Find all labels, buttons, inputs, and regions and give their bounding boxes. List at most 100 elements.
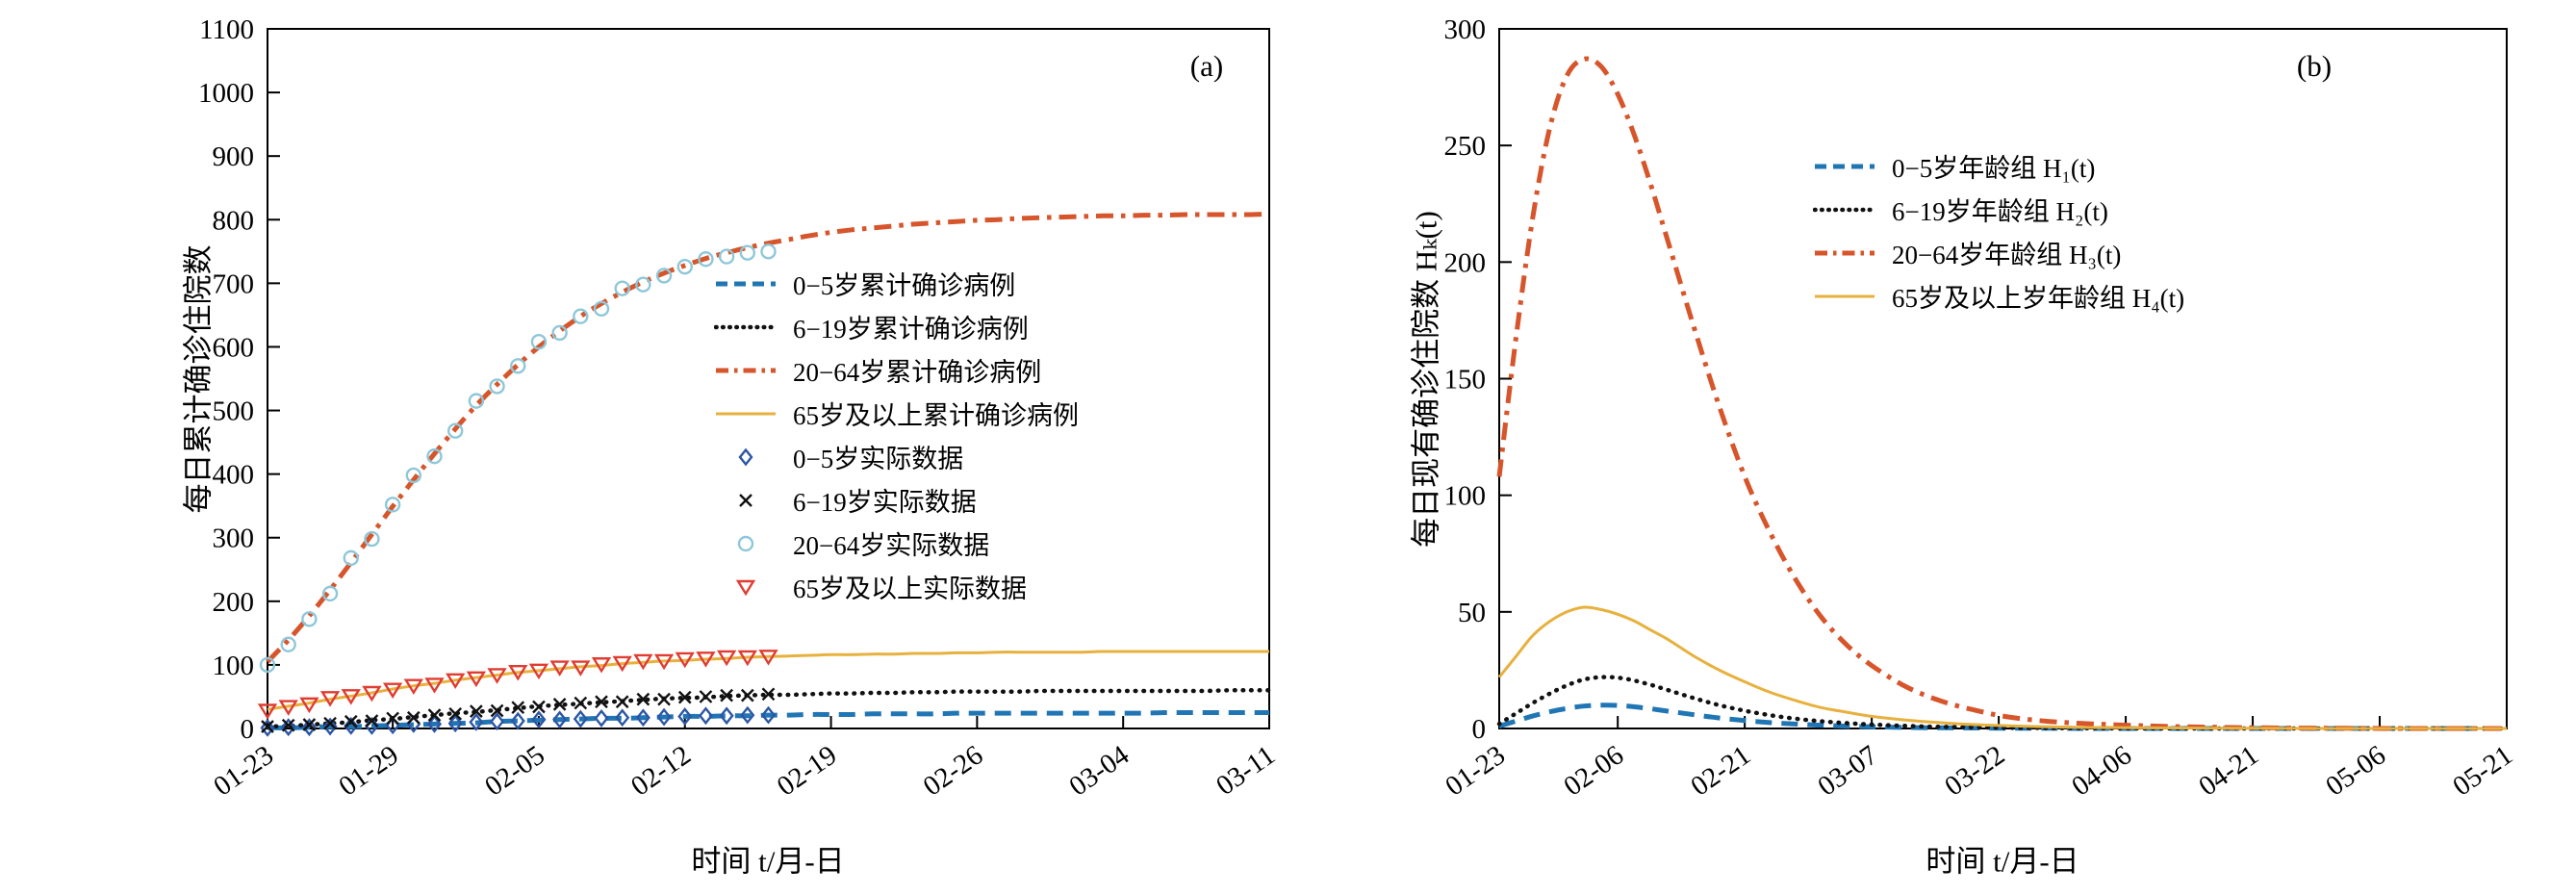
age-20-64-data-points [718, 248, 735, 265]
legend-item: 0−5岁累计确诊病例 [714, 262, 1079, 305]
age-20-64-data-points [510, 358, 526, 374]
legend-label: 20−64岁累计确诊病例 [793, 358, 1042, 387]
age-65plus-data-points [528, 663, 549, 680]
age-6-19-data-points [761, 687, 776, 702]
age-20-64-data-points [426, 447, 443, 465]
y-tick-label: 0 [1472, 714, 1487, 745]
panel-a-legend: 0−5岁累计确诊病例 6−19岁累计确诊病例 20−64岁累计确诊病例 65岁及以上累… [714, 262, 1079, 608]
age-65plus-data-points [696, 651, 716, 668]
legend-item: 6−19岁年龄组 H₂(t) [1813, 188, 2184, 231]
age-65plus-data-points [653, 653, 675, 671]
age-20-64-data-points [655, 268, 673, 284]
h4-age-65plus-line [1497, 605, 2507, 730]
age-6-19-data-points [595, 695, 608, 709]
legend-item: 20−64岁累计确诊病例 [714, 348, 1079, 392]
x-tick-label: 02-26 [918, 740, 989, 803]
x-tick-label: 01-29 [333, 740, 404, 803]
legend-line-sample [1815, 250, 1875, 255]
age-65plus-data-points [446, 673, 466, 690]
x-tick-label: 03-11 [1211, 740, 1281, 802]
legend-label: 65岁及以上累计确诊病例 [793, 401, 1079, 430]
panel-b-letter: (b) [2296, 49, 2333, 83]
panel-b-legend: 0−5岁年龄组 H₁(t) 6−19岁年龄组 H₂(t) 20−64岁年龄组 H₃(… [1813, 144, 2184, 318]
age-0-5-data-points [740, 705, 755, 725]
legend-label: 65岁及以上岁年龄组 H₄(t) [1892, 284, 2185, 313]
y-tick-label: 200 [1444, 247, 1487, 278]
y-tick-label: 100 [1444, 481, 1487, 512]
legend-marker-sample [737, 535, 754, 551]
age-65plus-data-points [341, 689, 361, 705]
x-tick-label: 01-23 [1440, 740, 1511, 803]
age-65plus-data-points [633, 653, 653, 671]
age-20-64-data-points [446, 422, 464, 439]
age-0-5-data-points [490, 712, 505, 731]
age-65plus-data-points [549, 660, 570, 677]
legend-item: 65岁及以上实际数据 [714, 565, 1079, 608]
age-0-5-data-points [260, 718, 275, 737]
age-20-64-data-points [468, 393, 485, 409]
age-6-19-data-points [427, 708, 442, 722]
age-6-19-data-points [490, 703, 504, 718]
y-tick-label: 800 [213, 205, 255, 236]
age-65plus-data-points [758, 650, 778, 666]
y-tick-label: 1100 [199, 14, 254, 45]
age-65plus-data-points [382, 682, 403, 699]
y-tick-label: 500 [213, 396, 255, 427]
age-65plus-data-points [362, 685, 382, 702]
age-20-64-data-points [384, 497, 401, 513]
age-6-19-data-points [511, 701, 525, 715]
age-20-64-cumulative-line [266, 211, 1270, 664]
age-0-5-data-points [344, 716, 359, 735]
age-6-19-data-points [261, 720, 274, 733]
legend-label: 0−5岁累计确诊病例 [793, 271, 1016, 300]
y-tick-label: 700 [213, 268, 255, 299]
x-tick-label: 03-07 [1812, 740, 1883, 803]
x-tick-label: 02-12 [625, 740, 697, 803]
legend-item: 20−64岁实际数据 [714, 522, 1079, 565]
age-0-5-cumulative-line [267, 709, 1269, 730]
age-20-64-data-points [530, 333, 548, 350]
age-6-19-data-points [699, 690, 713, 703]
age-6-19-data-points [657, 692, 671, 706]
legend-line-sample [716, 412, 776, 415]
age-0-5-data-points [760, 705, 777, 725]
age-20-64-data-points [635, 276, 651, 293]
age-6-19-data-points [386, 711, 399, 726]
age-6-19-data-points [406, 710, 421, 725]
legend-item: 65岁及以上累计确诊病例 [714, 392, 1079, 435]
legend-marker-sample [735, 579, 756, 596]
y-tick-label: 50 [1458, 598, 1486, 628]
age-6-19-data-points [574, 696, 588, 710]
y-tick-label: 200 [213, 587, 255, 618]
age-65plus-data-points [487, 668, 507, 684]
age-0-5-data-points [447, 714, 463, 733]
legend-line-sample [1815, 164, 1875, 168]
age-65plus-cumulative-line [267, 650, 1269, 711]
legend-label: 65岁及以上实际数据 [793, 575, 1027, 603]
y-tick-label: 900 [213, 141, 255, 172]
age-65plus-data-points [278, 700, 298, 716]
age-65plus-data-points [508, 664, 528, 681]
age-0-5-data-points [615, 708, 630, 728]
age-0-5-data-points [719, 706, 734, 726]
age-65plus-data-points [466, 671, 487, 688]
y-tick-label: 0 [241, 714, 255, 745]
age-65plus-data-points [591, 657, 612, 674]
panel-b-xlabel: 时间 t/月-日 [1926, 844, 2079, 879]
age-20-64-data-points [698, 251, 714, 268]
y-tick-label: 600 [213, 332, 255, 363]
age-6-19-data-points [677, 690, 692, 704]
age-20-64-data-points [760, 243, 777, 260]
age-6-19-data-points [740, 688, 754, 702]
legend-marker [737, 535, 754, 551]
age-65plus-data-points [612, 655, 632, 673]
age-20-64-data-points [321, 585, 339, 602]
panel-a-letter: (a) [1189, 49, 1224, 83]
age-20-64-data-points [405, 467, 422, 484]
age-6-19-data-points [720, 688, 733, 702]
y-tick-label: 400 [213, 460, 255, 491]
age-20-64-data-points [259, 656, 276, 674]
age-65plus-data-points [403, 678, 423, 696]
age-65plus-data-points [716, 650, 737, 667]
